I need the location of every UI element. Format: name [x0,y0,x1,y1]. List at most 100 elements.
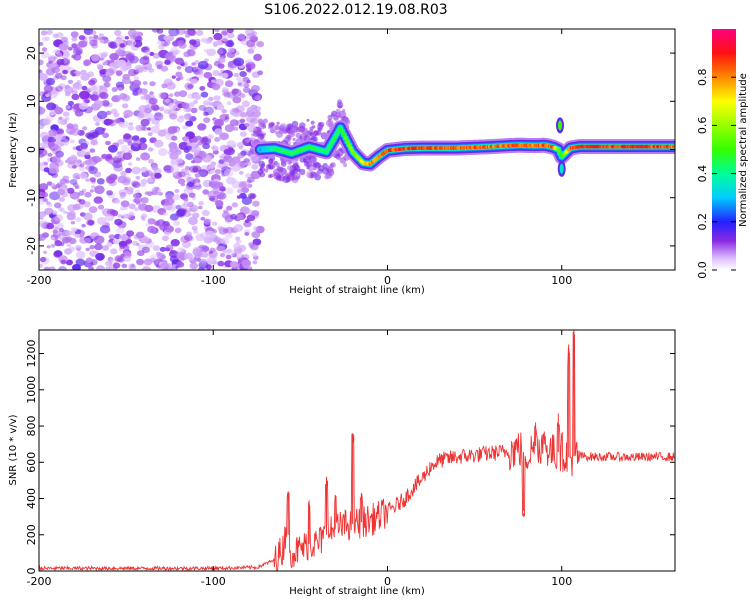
noise-speckle [217,63,225,69]
halo-speckle [342,162,348,168]
noise-speckle [185,153,194,161]
halo-speckle [299,156,306,163]
halo-speckle [310,120,315,125]
noise-speckle [58,266,67,270]
noise-speckle [106,242,113,247]
noise-speckle [101,127,106,131]
noise-speckle [99,57,104,61]
noise-speckle [144,107,152,114]
noise-speckle [253,128,258,132]
snr-xtick-label: 0 [384,575,391,588]
noise-speckle [226,101,232,105]
noise-speckle [142,266,151,270]
noise-speckle [117,214,123,218]
noise-speckle [79,203,85,208]
noise-speckle [144,169,153,177]
noise-speckle [199,86,206,91]
colorbar-tick-label: 0.8 [696,68,709,86]
noise-speckle [237,80,247,88]
noise-speckle [72,264,81,270]
halo-speckle [264,168,269,173]
noise-speckle [123,206,128,211]
noise-speckle [208,164,215,170]
noise-speckle [201,209,210,217]
noise-speckle [55,183,61,188]
spectrogram-xlabel: Height of straight line (km) [289,285,425,296]
noise-speckle [158,44,165,50]
halo-speckle [292,172,301,181]
noise-speckle [165,247,171,252]
noise-speckle [153,139,164,148]
noise-speckle [152,105,160,111]
noise-speckle [150,172,159,180]
noise-speckle [112,142,120,148]
noise-speckle [128,211,135,217]
halo-speckle [299,133,308,141]
noise-speckle [67,79,74,84]
noise-speckle [235,252,245,260]
spectrogram-ytick-label: -10 [25,189,38,207]
noise-speckle [48,129,58,137]
noise-speckle [164,197,175,206]
noise-speckle [135,231,145,239]
noise-speckle [84,159,92,165]
noise-speckle [135,69,140,73]
noise-speckle [75,175,81,180]
noise-speckle [251,231,261,239]
noise-speckle [96,217,107,225]
noise-speckle [66,243,72,248]
noise-speckle [166,82,176,90]
snr-xtick-label: -100 [201,575,226,588]
noise-speckle [141,236,150,243]
track-smear [559,163,564,174]
snr-series-line [39,331,675,571]
noise-speckle [93,100,104,108]
noise-speckle [108,234,116,240]
noise-speckle [75,251,86,259]
noise-speckle [230,213,238,220]
noise-speckle [168,102,178,110]
noise-speckle [102,245,109,251]
noise-speckle [183,201,189,206]
noise-speckle [114,118,121,124]
halo-speckle [312,162,317,168]
noise-speckle [186,181,195,188]
noise-speckle [45,77,56,86]
noise-speckle [54,202,62,209]
noise-speckle [170,166,180,174]
noise-speckle [41,191,49,198]
noise-speckle [46,222,55,230]
halo-speckle [287,174,295,181]
noise-speckle [231,164,241,172]
noise-speckle [251,163,259,170]
halo-speckle [260,163,266,168]
noise-speckle [123,133,131,140]
noise-speckle [111,87,118,92]
halo-speckle [285,127,291,133]
spectrogram-xtick-label: -200 [27,274,52,287]
snr-ytick-label: 800 [25,416,38,437]
noise-speckle [74,233,80,238]
halo-speckle [306,166,310,170]
noise-speckle [254,95,261,101]
noise-speckle [246,67,252,72]
noise-speckle [64,86,74,94]
noise-speckle [136,258,145,266]
halo-speckle [318,165,325,172]
noise-speckle [60,259,67,265]
noise-speckle [231,202,239,208]
noise-speckle [117,139,125,145]
noise-speckle [184,66,194,74]
noise-speckle [132,79,142,87]
noise-speckle [233,72,239,78]
noise-speckle [72,82,80,89]
noise-speckle [158,148,168,157]
noise-speckle [154,172,162,179]
noise-speckle [114,199,121,204]
noise-speckle [144,49,152,56]
noise-speckle [65,259,73,266]
noise-speckle [162,128,169,134]
halo-speckle [288,130,296,138]
noise-speckle [174,189,180,193]
snr-ytick-label: 1200 [25,340,38,368]
